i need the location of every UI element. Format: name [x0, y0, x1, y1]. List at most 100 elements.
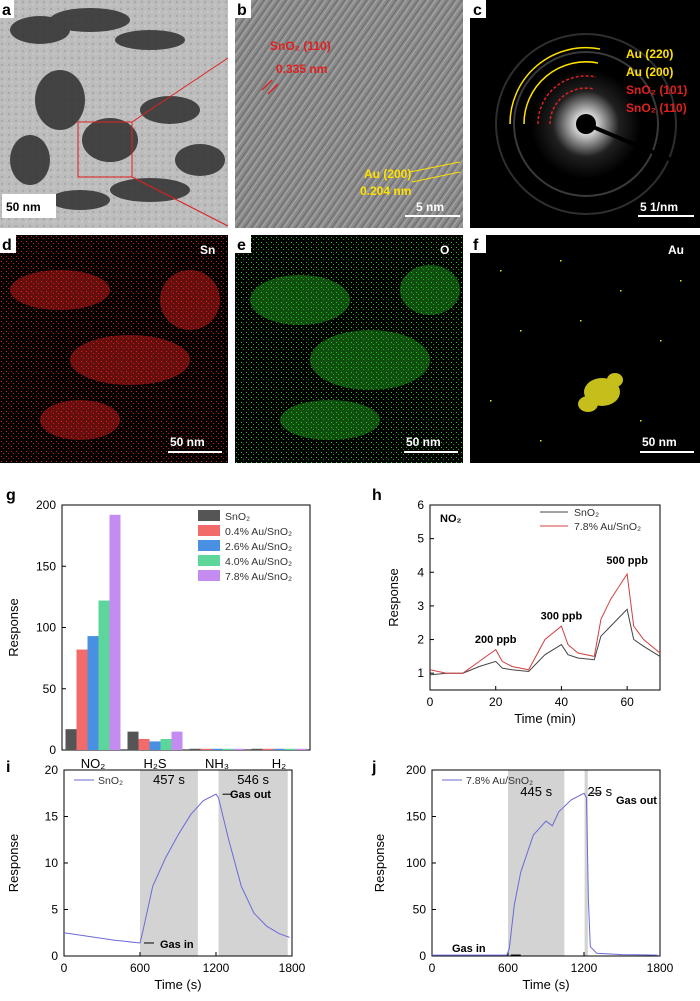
y-tick-label: 150 — [36, 559, 56, 573]
y-tick-label: 0 — [49, 743, 56, 757]
element-label: Sn — [200, 243, 215, 257]
x-tick-label: 40 — [555, 695, 569, 709]
eds-map-au — [470, 235, 700, 463]
x-tick-label: 600 — [498, 961, 518, 975]
au-cluster — [578, 373, 623, 412]
x-axis-label: Time (min) — [514, 711, 576, 726]
panel-label-box — [470, 235, 486, 253]
x-tick-label: 1200 — [571, 961, 598, 975]
series-line — [63, 793, 290, 944]
bar — [65, 729, 77, 750]
element-label: O — [440, 243, 449, 257]
panel-label: d — [2, 237, 12, 254]
panel-label: h — [372, 487, 382, 504]
x-axis-label: Time (s) — [154, 977, 201, 992]
legend-swatch — [198, 540, 220, 551]
x-category-label: NO₂ — [81, 756, 106, 771]
legend-swatch — [198, 555, 220, 566]
y-axis-label: Response — [6, 598, 21, 657]
panel-label: b — [237, 2, 247, 19]
au-fringe-marker — [409, 161, 461, 173]
shaded-region — [508, 770, 565, 956]
sno2-fringe-marker — [261, 79, 273, 91]
panel-label-box — [470, 0, 486, 18]
panel-label: c — [473, 2, 482, 19]
y-axis-label: Response — [386, 568, 401, 627]
legend-swatch — [198, 510, 220, 521]
x-tick-label: 60 — [620, 695, 634, 709]
selected-region-box — [77, 121, 133, 178]
chart-g: 0 50 100 150 200 Response NO₂ H₂S NH₃ H₂ SnO₂ 0.4% … — [6, 498, 311, 771]
series-line — [429, 608, 661, 676]
scale-bar-label: 5 1/nm — [640, 200, 678, 214]
bar — [284, 748, 296, 750]
au-plane-label: Au (200) — [364, 167, 411, 181]
hrtem-image — [235, 0, 463, 228]
x-category-label: H₂ — [272, 756, 286, 771]
ring-arc-au200 — [523, 61, 599, 125]
zoom-line — [131, 176, 229, 227]
bar — [200, 748, 212, 750]
y-axis-label: Response — [6, 834, 21, 893]
y-tick-label: 5 — [417, 532, 424, 546]
panel-label: a — [2, 2, 11, 19]
o-dense-regions — [250, 265, 460, 440]
legend-label: SnO₂ — [98, 775, 123, 787]
ring-label-sno2-101: SnO₂ (101) — [626, 83, 687, 97]
panel-label: i — [6, 759, 10, 776]
scale-bar-label: 5 nm — [416, 200, 444, 214]
zoom-line — [131, 57, 229, 123]
element-label: Au — [668, 243, 684, 257]
bar — [222, 748, 234, 750]
shaded-region — [140, 770, 198, 956]
y-tick-label: 10 — [45, 856, 59, 870]
plot-frame — [429, 504, 661, 691]
bar — [211, 748, 223, 750]
saed-ring — [513, 51, 659, 197]
x-axis-label: Time (s) — [522, 977, 569, 992]
gas-label: NO₂ — [440, 513, 462, 525]
shaded-region — [218, 770, 288, 956]
beam-stop-arm — [585, 122, 700, 174]
y-tick-label: 2 — [417, 633, 424, 647]
panel-c: Au (220) Au (200) SnO₂ (101) SnO₂ (110) … — [470, 0, 700, 228]
panel-label: f — [473, 237, 479, 254]
y-tick-label: 100 — [36, 621, 56, 635]
sno2-fringe-marker — [267, 83, 279, 95]
ring-arc-au220 — [509, 46, 601, 125]
au-fringe-marker — [411, 171, 461, 183]
eds-map-sn — [0, 235, 228, 463]
au-sparse-dots — [490, 260, 682, 442]
y-tick-label: 50 — [43, 682, 57, 696]
bar — [109, 514, 121, 750]
concentration-label: 500 ppb — [606, 555, 648, 567]
concentration-label: 300 ppb — [541, 610, 583, 622]
scale-bar-label: 50 nm — [642, 435, 677, 449]
au-spacing: 0.204 nm — [360, 184, 411, 198]
y-tick-label: 4 — [417, 565, 424, 579]
shaded-region — [584, 770, 588, 956]
panel-b: SnO₂ (110) 0.335 nm Au (200) 0.204 nm 5 … — [235, 0, 463, 228]
x-tick-label: 1800 — [279, 961, 306, 975]
x-tick-label: 600 — [130, 961, 150, 975]
bar — [233, 748, 245, 750]
gas-out-label: Gas out — [230, 789, 271, 801]
panel-label-box — [235, 235, 251, 253]
panel-d: Sn 50 nm d — [0, 235, 228, 463]
ring-label-au220: Au (220) — [626, 47, 673, 61]
bar — [127, 731, 139, 750]
y-tick-label: 50 — [413, 903, 427, 917]
x-tick-label: 1800 — [647, 961, 674, 975]
legend-label: 2.6% Au/SnO₂ — [225, 541, 292, 553]
chart-i: 0 5 10 15 20 0 600 1200 1800 Response Time (s) SnO₂… — [6, 763, 306, 992]
eds-map-o — [235, 235, 463, 463]
legend-label: SnO₂ — [225, 511, 250, 523]
ring-label-sno2-110: SnO₂ (110) — [626, 101, 687, 115]
gas-out-label: Gas out — [616, 795, 657, 807]
y-axis-label: Response — [372, 834, 387, 893]
bar — [295, 748, 307, 750]
scale-bar-box — [2, 194, 56, 218]
legend-label: 4.0% Au/SnO₂ — [225, 556, 292, 568]
